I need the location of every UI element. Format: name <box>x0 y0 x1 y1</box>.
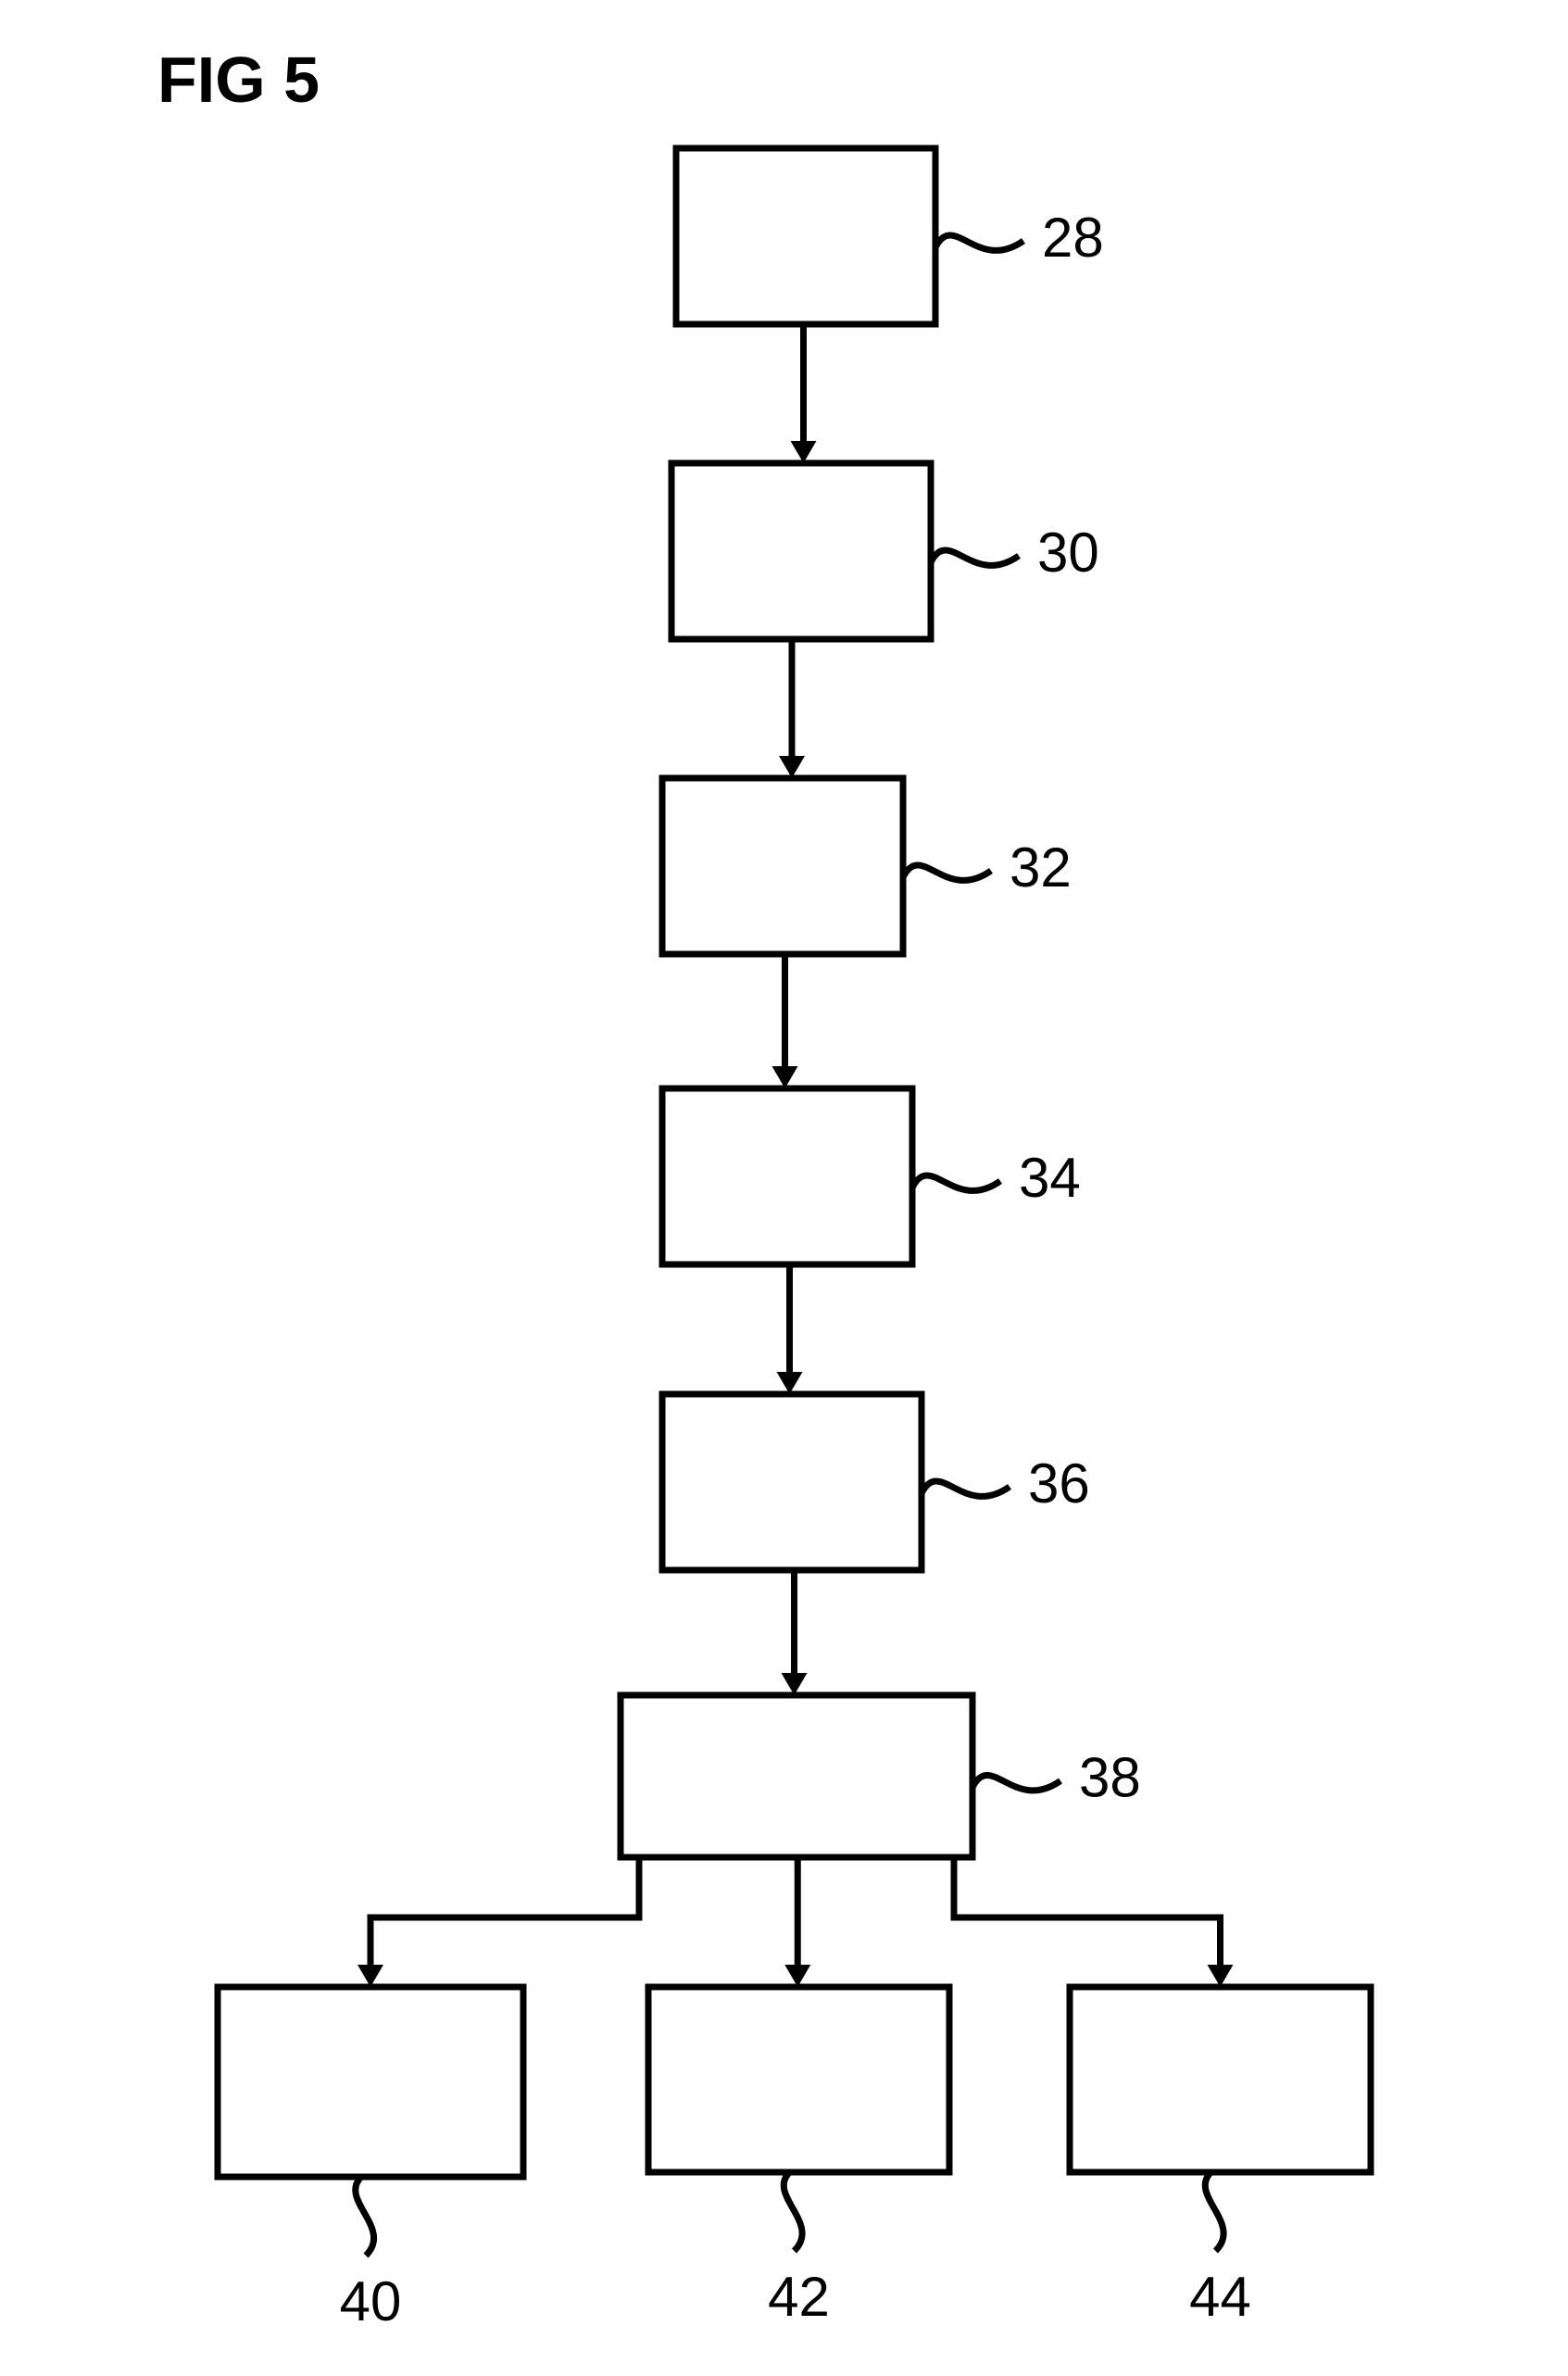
node-box <box>676 148 935 324</box>
node-box <box>648 1987 949 2172</box>
node-label: 34 <box>1019 1147 1081 1209</box>
figure-title: FIG 5 <box>157 44 320 116</box>
figure-container: FIG 5 28 30 32 34 36 38 40 42 44 <box>0 0 1568 2376</box>
node-box <box>621 1695 972 1857</box>
node-label: 30 <box>1037 522 1099 584</box>
node-label: 38 <box>1079 1747 1141 1809</box>
node-box <box>1070 1987 1371 2172</box>
node-box <box>662 1088 912 1264</box>
node-label: 28 <box>1042 207 1104 269</box>
flowchart-svg: FIG 5 28 30 32 34 36 38 40 42 44 <box>0 0 1568 2376</box>
node-label: 36 <box>1028 1452 1090 1515</box>
node-label: 42 <box>768 2266 830 2328</box>
node-label: 40 <box>340 2270 402 2332</box>
node-box <box>671 463 931 639</box>
node-box <box>662 778 903 954</box>
node-label: 44 <box>1189 2266 1251 2328</box>
node-box <box>218 1987 523 2177</box>
node-label: 32 <box>1010 836 1072 899</box>
node-box <box>662 1394 922 1570</box>
